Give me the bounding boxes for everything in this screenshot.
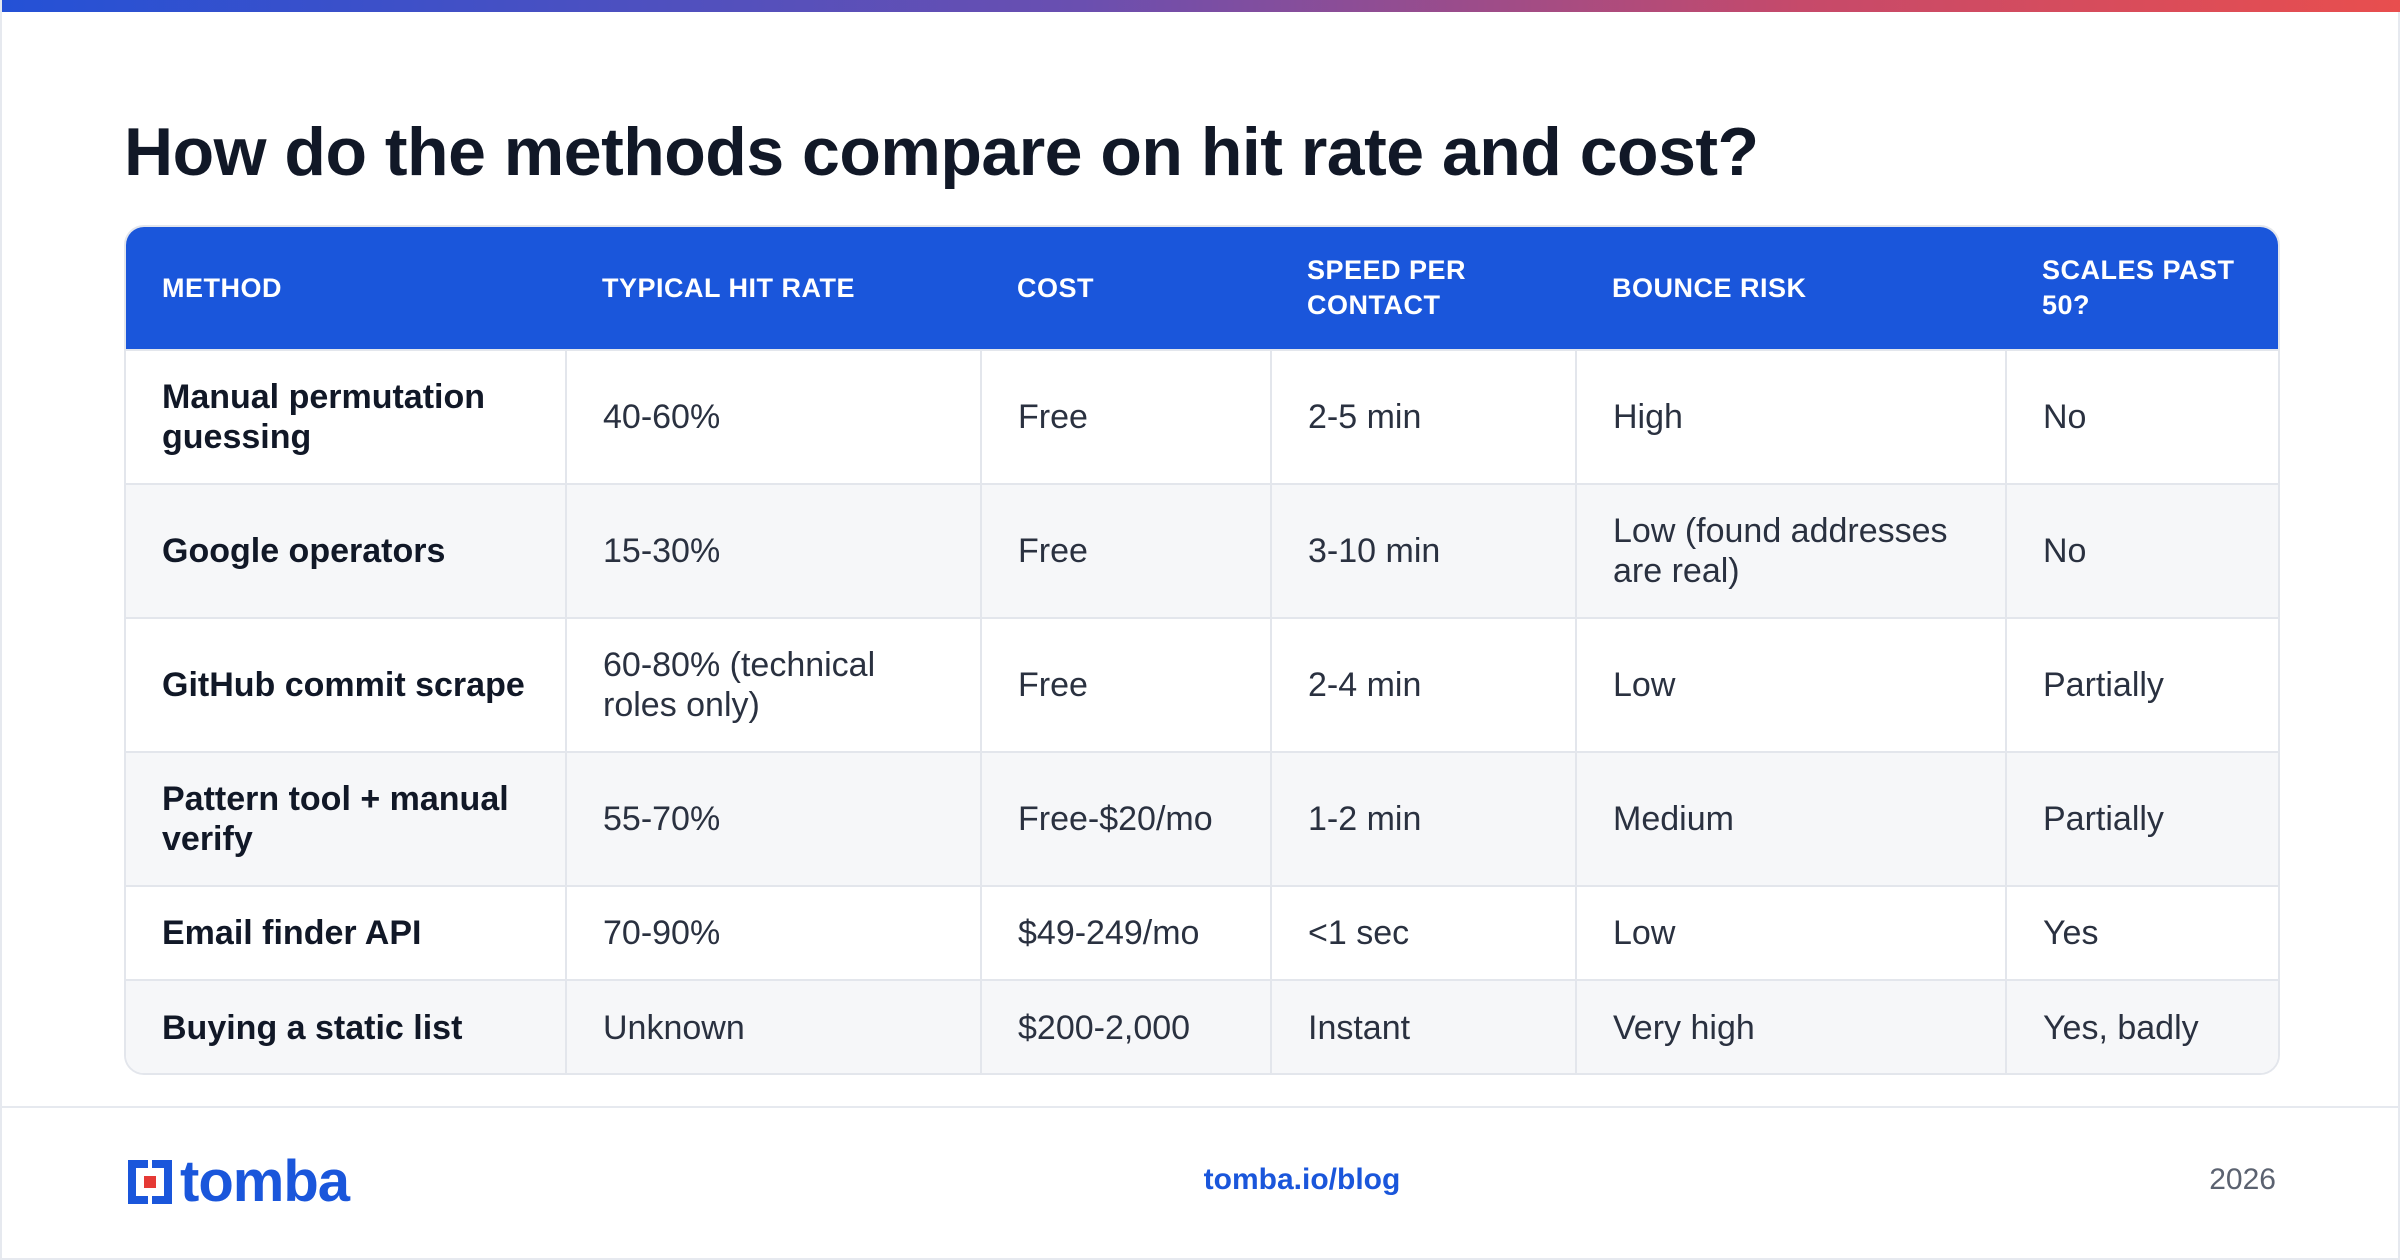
cell-bounce-risk: Low [1575,617,2006,752]
cell-bounce-risk: Medium [1575,751,2006,886]
cell-hit-rate: 15-30% [565,483,981,618]
cell-hit-rate: 55-70% [565,751,981,886]
cell-speed: 2-4 min [1270,617,1576,752]
header-cost: COST [1017,272,1095,303]
tomba-logo: tomba [124,1149,350,1214]
comparison-table-grid: METHOD TYPICAL HIT RATE COST SPEED PER C… [126,227,2278,1073]
cell-method: Email finder API [126,885,566,980]
table-row: Email finder API 70-90% $49-249/mo <1 se… [126,885,2278,980]
cell-hit-rate: 60-80% (technical roles only) [565,617,981,752]
table-header-row: METHOD TYPICAL HIT RATE COST SPEED PER C… [126,227,2278,350]
cell-hit-rate: Unknown [565,979,981,1073]
cell-bounce-risk: Low (found addresses are real) [1575,483,2006,618]
cell-speed: Instant [1270,979,1576,1073]
cell-method: Pattern tool + manual verify [126,751,566,886]
table-row: Pattern tool + manual verify 55-70% Free… [126,751,2278,886]
table-row: Buying a static list Unknown $200-2,000 … [126,979,2278,1073]
cell-hit-rate: 70-90% [565,885,981,980]
footer-divider [2,1106,2400,1108]
cell-bounce-risk: Low [1575,885,2006,980]
top-gradient-bar [2,0,2400,12]
footer-year: 2026 [2209,1163,2276,1196]
cell-scales: Partially [2005,751,2278,886]
comparison-table: METHOD TYPICAL HIT RATE COST SPEED PER C… [124,225,2280,1075]
cell-scales: Yes, badly [2005,979,2278,1073]
cell-scales: No [2005,349,2278,484]
header-typical-hit-rate: TYPICAL HIT RATE [602,272,856,303]
table-row: Google operators 15-30% Free 3-10 min Lo… [126,483,2278,618]
cell-cost: $49-249/mo [980,885,1271,980]
cell-bounce-risk: Very high [1575,979,2006,1073]
cell-speed: 3-10 min [1270,483,1576,618]
cell-method: Google operators [126,483,566,618]
header-method: METHOD [162,272,282,303]
cell-speed: <1 sec [1270,885,1576,980]
cell-method: GitHub commit scrape [126,617,566,752]
footer-blog-link[interactable]: tomba.io/blog [1203,1163,1401,1196]
cell-bounce-risk: High [1575,349,2006,484]
header-scales-past-50: SCALES PAST 50? [2042,255,2235,320]
cell-scales: Yes [2005,885,2278,980]
cell-speed: 2-5 min [1270,349,1576,484]
tomba-logo-mark-icon [128,1160,172,1204]
cell-scales: No [2005,483,2278,618]
table-row: GitHub commit scrape 60-80% (technical r… [126,617,2278,752]
cell-cost: Free [980,617,1271,752]
header-speed-per-contact: SPEED PER CONTACT [1307,255,1467,320]
page-title: How do the methods compare on hit rate a… [124,114,1759,190]
cell-speed: 1-2 min [1270,751,1576,886]
header-bounce-risk: BOUNCE RISK [1612,272,1807,303]
cell-method: Manual permutation guessing [126,349,566,484]
cell-hit-rate: 40-60% [565,349,981,484]
cell-cost: $200-2,000 [980,979,1271,1073]
table-row: Manual permutation guessing 40-60% Free … [126,349,2278,484]
cell-cost: Free [980,349,1271,484]
logo-wordmark: tomba [180,1149,350,1214]
cell-scales: Partially [2005,617,2278,752]
cell-method: Buying a static list [126,979,566,1073]
cell-cost: Free [980,483,1271,618]
cell-cost: Free-$20/mo [980,751,1271,886]
